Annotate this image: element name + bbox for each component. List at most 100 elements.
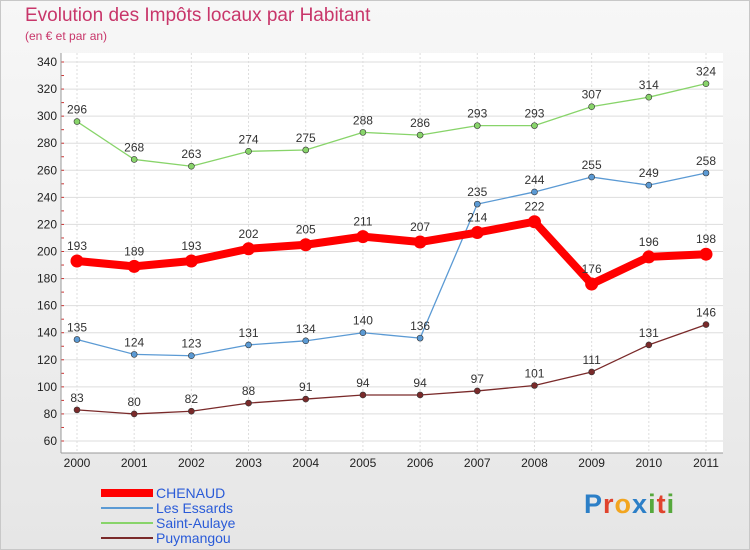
data-label-les-essards: 244 (524, 173, 544, 187)
logo-letter: i (666, 489, 676, 519)
data-point-puymangou (645, 341, 653, 349)
logo-letter: i (648, 489, 657, 519)
data-point-chenaud (413, 235, 427, 249)
data-point-saint-aulaye (73, 118, 81, 125)
data-label-les-essards: 258 (696, 154, 716, 168)
data-point-les-essards (188, 352, 195, 360)
logo-letter: r (603, 489, 615, 519)
legend-label: Les Essards (156, 499, 234, 516)
x-tick-label: 2008 (521, 456, 548, 470)
x-tick-label: 2004 (292, 456, 319, 470)
y-tick-label: 140 (37, 326, 57, 340)
data-label-puymangou: 83 (70, 391, 84, 405)
y-tick-label: 120 (37, 353, 57, 367)
data-label-puymangou: 131 (639, 326, 659, 340)
data-point-les-essards (473, 200, 481, 208)
y-tick-label: 220 (37, 217, 57, 231)
data-point-puymangou (416, 391, 424, 399)
data-label-puymangou: 111 (583, 353, 602, 367)
data-label-saint-aulaye: 263 (181, 147, 201, 161)
data-point-puymangou (245, 399, 252, 407)
data-label-les-essards: 249 (639, 166, 659, 180)
data-point-puymangou (302, 395, 310, 403)
data-point-les-essards (245, 341, 252, 349)
data-point-saint-aulaye (130, 156, 138, 163)
data-point-chenaud (127, 259, 141, 273)
x-tick-label: 2011 (693, 456, 719, 470)
x-tick-label: 2003 (235, 456, 262, 470)
data-point-saint-aulaye (302, 146, 310, 154)
data-point-puymangou (359, 391, 367, 399)
series-line-chenaud (76, 217, 707, 288)
data-label-saint-aulaye: 275 (296, 131, 316, 145)
series-line-les-essards (76, 172, 707, 357)
data-label-les-essards: 135 (67, 320, 87, 334)
data-point-chenaud (699, 247, 713, 261)
data-point-les-essards (359, 329, 367, 337)
data-point-saint-aulaye (702, 80, 710, 87)
data-point-chenaud (642, 250, 656, 264)
plot-area (61, 53, 723, 453)
data-label-saint-aulaye: 288 (353, 113, 373, 127)
data-point-saint-aulaye (588, 103, 595, 110)
x-tick-label: 2002 (178, 456, 205, 470)
data-point-puymangou (188, 407, 195, 415)
chart-legend: CHENAUD Les Essards Saint-Aulaye Puymangou (101, 485, 236, 546)
data-label-chenaud: 176 (582, 262, 602, 276)
data-point-saint-aulaye (359, 129, 367, 136)
data-point-chenaud (585, 277, 599, 291)
data-label-chenaud: 193 (181, 239, 201, 253)
chart-title: Evolution des Impôts locaux par Habitant (25, 5, 371, 26)
data-label-chenaud: 202 (239, 227, 259, 241)
legend-swatch (101, 521, 153, 524)
y-tick-label: 240 (37, 190, 57, 204)
data-point-saint-aulaye (188, 162, 195, 170)
y-tick-label: 200 (37, 245, 57, 259)
logo-letter: x (632, 489, 649, 519)
data-label-chenaud: 214 (467, 211, 487, 225)
data-label-chenaud: 205 (296, 223, 316, 237)
data-label-les-essards: 134 (296, 322, 316, 336)
data-label-puymangou: 88 (242, 384, 256, 398)
data-point-les-essards (531, 188, 538, 196)
legend-label: Saint-Aulaye (156, 514, 236, 531)
data-point-saint-aulaye (245, 148, 252, 155)
data-label-chenaud: 211 (353, 215, 372, 229)
data-label-saint-aulaye: 293 (467, 107, 487, 121)
data-label-puymangou: 94 (413, 376, 427, 390)
x-tick-label: 2006 (407, 456, 434, 470)
series-line-puymangou (76, 323, 707, 415)
x-tick-label: 2010 (635, 456, 662, 470)
legend-item-chenaud: CHENAUD (101, 485, 235, 501)
data-point-puymangou (73, 406, 81, 414)
data-label-saint-aulaye: 324 (696, 65, 716, 79)
data-point-les-essards (588, 173, 595, 181)
data-point-puymangou (130, 410, 138, 418)
data-label-saint-aulaye: 296 (67, 103, 87, 117)
data-point-saint-aulaye (645, 93, 653, 101)
data-point-chenaud (527, 215, 541, 229)
data-label-saint-aulaye: 314 (639, 78, 659, 92)
x-tick-label: 2000 (64, 456, 91, 470)
data-label-les-essards: 124 (124, 335, 144, 349)
y-tick-label: 300 (37, 109, 57, 123)
data-label-puymangou: 82 (185, 392, 199, 406)
logo-letter: P (584, 489, 604, 519)
data-label-chenaud: 207 (410, 220, 430, 234)
data-label-puymangou: 146 (696, 306, 716, 320)
data-label-les-essards: 255 (582, 158, 602, 172)
legend-swatch (101, 536, 153, 539)
data-label-saint-aulaye: 268 (124, 140, 144, 154)
y-tick-label: 180 (37, 272, 57, 286)
x-tick-label: 2001 (121, 456, 148, 470)
data-point-saint-aulaye (473, 122, 481, 129)
y-tick-label: 100 (37, 380, 57, 394)
y-tick-label: 260 (37, 163, 57, 177)
y-tick-label: 340 (37, 55, 57, 69)
data-point-les-essards (645, 181, 653, 189)
legend-label: Puymangou (156, 529, 231, 546)
data-point-puymangou (531, 382, 538, 389)
data-point-chenaud (470, 226, 484, 240)
data-label-les-essards: 123 (181, 337, 201, 351)
